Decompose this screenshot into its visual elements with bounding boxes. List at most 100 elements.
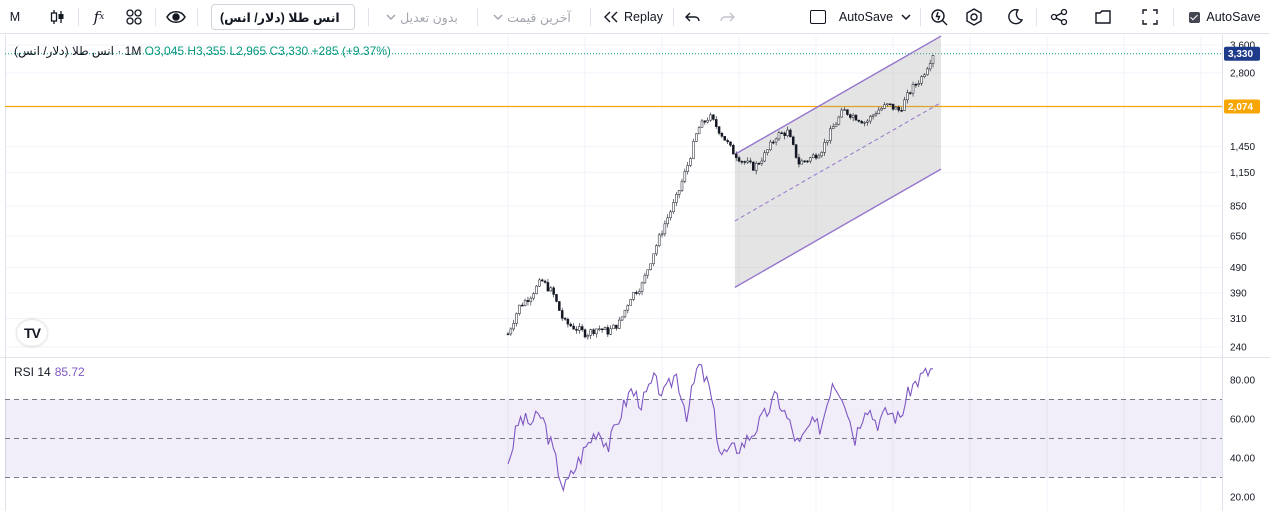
symbol-search-button[interactable]: انس طلا (دلار/ انس) — [211, 4, 355, 30]
checkbox-checked-icon — [1189, 11, 1201, 23]
parallel-channel-fill — [734, 36, 941, 288]
candle-body — [917, 83, 920, 85]
candle-body — [572, 325, 575, 330]
toolbar-separator — [78, 8, 79, 26]
candle-body — [829, 128, 832, 141]
redo-icon[interactable] — [714, 4, 740, 30]
candle-body — [521, 304, 524, 307]
candle-body — [555, 294, 558, 302]
candle-body — [712, 114, 715, 120]
candle-body — [703, 120, 707, 123]
candle-body — [589, 329, 592, 336]
candle-body — [766, 149, 769, 154]
candle-body — [763, 152, 766, 162]
candle-body — [743, 161, 746, 163]
candle-body — [552, 287, 555, 295]
candle-body — [515, 313, 518, 324]
tradingview-logo[interactable]: TV — [17, 320, 47, 346]
candle-body — [629, 299, 632, 306]
rsi-label: RSI 14 — [14, 365, 51, 379]
candle-body — [866, 120, 869, 123]
candle-body — [543, 280, 547, 283]
candle-body — [532, 293, 535, 299]
candle-body — [851, 114, 855, 118]
candle-body — [620, 316, 624, 321]
replay-button[interactable]: Replay — [600, 4, 666, 30]
candle-body — [717, 126, 721, 134]
candle-body — [635, 292, 638, 294]
layout-grid-icon[interactable] — [121, 4, 147, 30]
interval-button[interactable]: M — [4, 4, 26, 30]
fullscreen-icon[interactable] — [1137, 4, 1163, 30]
price-axis-tick-label: 1,150 — [1230, 168, 1255, 179]
adjust-dropdown[interactable]: بدون تعدیل — [379, 4, 465, 30]
candle-body — [760, 160, 764, 164]
chart-canvas[interactable]: 3,600 2,800 1,450 1,150 850 650 490 390 310 240 80… — [0, 35, 1270, 511]
autosave-dropdown-label: AutoSave — [838, 10, 894, 24]
legend-symbol-name: انس طلا (دلار/ انس) — [14, 44, 114, 58]
price-type-dropdown[interactable]: آخرین قیمت — [488, 4, 576, 30]
candle-body — [857, 119, 861, 122]
candle-body — [646, 269, 650, 276]
share-icon[interactable] — [1046, 4, 1072, 30]
candle-body — [794, 144, 798, 158]
rsi-axis-tick-label: 40.00 — [1230, 454, 1255, 465]
undo-icon[interactable] — [680, 4, 706, 30]
autosave-checkbox[interactable]: AutoSave — [1184, 4, 1266, 30]
candle-body — [846, 109, 849, 115]
candles-icon[interactable] — [44, 4, 70, 30]
candle-body — [723, 136, 727, 141]
last-price-label: 3,330 — [1228, 49, 1253, 60]
candle-body — [820, 152, 824, 157]
candle-body — [666, 217, 669, 225]
autosave-dropdown[interactable]: AutoSave — [836, 4, 914, 30]
dark-mode-moon-icon[interactable] — [1002, 4, 1028, 30]
snapshot-icon[interactable] — [1090, 4, 1116, 30]
candle-body — [797, 157, 801, 165]
candle-body — [538, 279, 541, 287]
candle-body — [623, 309, 627, 318]
candle-body — [569, 323, 573, 327]
candle-body — [837, 116, 841, 125]
candle-body — [854, 114, 858, 121]
candle-body — [891, 103, 895, 110]
layout-square-icon[interactable] — [806, 4, 830, 30]
candle-body — [580, 326, 584, 330]
horizontal-line-price-label-bg — [1224, 99, 1260, 114]
logo-text: TV — [24, 325, 41, 341]
candle-body — [732, 145, 735, 155]
replay-label: Replay — [624, 10, 663, 24]
channel-median-line — [734, 102, 942, 222]
candle-body — [663, 223, 667, 235]
eye-icon[interactable] — [163, 4, 189, 30]
rsi-legend: RSI 14 85.72 — [14, 365, 85, 379]
price-axis-tick-label: 850 — [1230, 201, 1247, 212]
candle-body — [566, 318, 570, 325]
price-axis-tick-label: 490 — [1230, 263, 1247, 274]
candle-body — [677, 190, 681, 195]
candle-body — [903, 99, 906, 111]
candle-body — [877, 109, 881, 114]
candle-body — [523, 300, 527, 306]
candle-body — [578, 326, 581, 331]
price-axis-tick-label: 390 — [1230, 288, 1247, 299]
symbol-label: انس طلا (دلار/ انس) — [220, 10, 340, 25]
toolbar-separator — [1036, 8, 1037, 26]
candle-body — [640, 282, 644, 292]
candle-body — [928, 63, 932, 70]
candle-body — [843, 109, 846, 111]
candle-body — [558, 301, 561, 311]
candle-body — [746, 160, 749, 163]
settings-gear-icon[interactable] — [961, 4, 987, 30]
candle-body — [632, 292, 635, 300]
candle-body — [509, 328, 513, 335]
candle-body — [518, 304, 521, 314]
candle-body — [643, 274, 647, 284]
candle-body — [752, 161, 755, 171]
candle-body — [506, 333, 510, 336]
candle-body — [526, 300, 530, 302]
quick-search-icon[interactable] — [926, 4, 952, 30]
candle-body — [874, 113, 878, 116]
chevron-down-icon — [493, 14, 503, 21]
